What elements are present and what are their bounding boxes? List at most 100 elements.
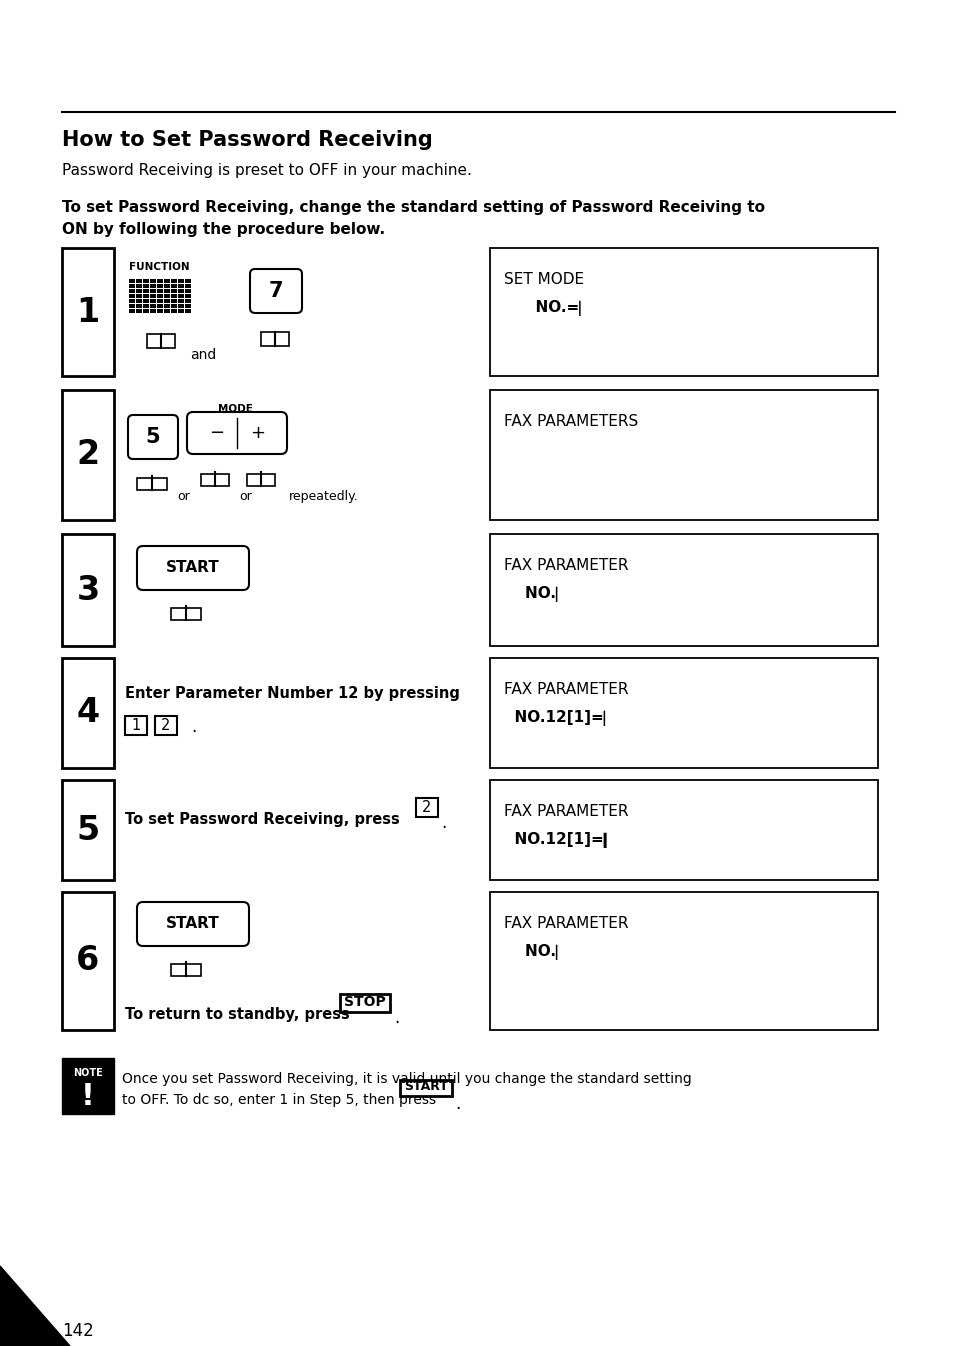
Bar — [178, 310, 184, 314]
Bar — [157, 279, 163, 283]
Bar — [178, 304, 184, 308]
Text: 4: 4 — [76, 696, 99, 730]
Bar — [143, 310, 149, 314]
Bar — [416, 798, 437, 817]
Bar — [150, 284, 156, 288]
Bar — [171, 279, 177, 283]
Bar — [261, 332, 289, 346]
Bar — [490, 892, 877, 1030]
Bar — [178, 279, 184, 283]
Text: +: + — [250, 424, 265, 441]
Text: 2: 2 — [76, 439, 99, 471]
Bar — [62, 390, 113, 520]
Text: NO.12[1]=▏: NO.12[1]=▏ — [503, 709, 615, 725]
Bar — [247, 474, 274, 486]
Bar — [62, 658, 113, 769]
Text: 142: 142 — [62, 1322, 93, 1341]
Polygon shape — [0, 1267, 70, 1346]
Text: START: START — [166, 560, 219, 576]
Text: START: START — [404, 1081, 448, 1093]
Text: STOP: STOP — [344, 995, 385, 1010]
Text: NO.▏: NO.▏ — [503, 586, 567, 602]
Text: FAX PARAMETER: FAX PARAMETER — [503, 559, 628, 573]
Bar — [171, 304, 177, 308]
FancyBboxPatch shape — [128, 415, 178, 459]
Bar — [185, 293, 191, 297]
Bar — [136, 293, 142, 297]
FancyBboxPatch shape — [137, 902, 249, 946]
Text: −: − — [209, 424, 224, 441]
Text: to OFF. To dc so, enter 1 in Step 5, then press: to OFF. To dc so, enter 1 in Step 5, the… — [122, 1093, 436, 1106]
Bar — [490, 779, 877, 880]
Bar — [150, 299, 156, 303]
Text: ON by following the procedure below.: ON by following the procedure below. — [62, 222, 385, 237]
Text: .: . — [394, 1010, 399, 1027]
Text: START: START — [166, 917, 219, 931]
Bar — [62, 779, 113, 880]
Text: 5: 5 — [146, 427, 160, 447]
Text: !: ! — [81, 1082, 95, 1110]
Bar — [178, 293, 184, 297]
Bar — [164, 299, 170, 303]
Bar — [150, 310, 156, 314]
Bar — [125, 716, 147, 735]
Bar — [150, 293, 156, 297]
Bar — [171, 293, 177, 297]
Bar — [490, 658, 877, 769]
Bar — [136, 304, 142, 308]
Bar — [143, 299, 149, 303]
Bar — [171, 284, 177, 288]
Bar — [136, 289, 142, 293]
Text: 6: 6 — [76, 945, 99, 977]
Text: or: or — [239, 490, 252, 503]
Text: and: and — [190, 349, 216, 362]
Bar — [164, 284, 170, 288]
Bar — [157, 293, 163, 297]
Text: Password Receiving is preset to OFF in your machine.: Password Receiving is preset to OFF in y… — [62, 163, 472, 178]
Bar — [147, 334, 174, 349]
Bar — [185, 279, 191, 283]
Bar — [136, 279, 142, 283]
Bar — [62, 534, 113, 646]
Bar — [490, 534, 877, 646]
Bar — [157, 284, 163, 288]
Bar — [164, 310, 170, 314]
Text: How to Set Password Receiving: How to Set Password Receiving — [62, 131, 433, 149]
Bar — [62, 248, 113, 376]
Bar — [136, 310, 142, 314]
Bar — [143, 284, 149, 288]
Bar — [164, 279, 170, 283]
Bar — [129, 310, 135, 314]
Bar — [185, 289, 191, 293]
Bar — [164, 293, 170, 297]
Text: NO.=▏: NO.=▏ — [503, 300, 590, 316]
Text: MODE: MODE — [217, 404, 253, 415]
FancyBboxPatch shape — [187, 412, 287, 454]
Text: Enter Parameter Number 12 by pressing: Enter Parameter Number 12 by pressing — [125, 686, 459, 701]
Text: or: or — [177, 490, 190, 503]
Text: NO.12[1]=▎: NO.12[1]=▎ — [503, 832, 615, 848]
Text: FAX PARAMETER: FAX PARAMETER — [503, 682, 628, 697]
Bar — [136, 284, 142, 288]
Bar — [150, 279, 156, 283]
Bar — [129, 289, 135, 293]
Bar — [62, 1058, 113, 1114]
Bar — [62, 892, 113, 1030]
Bar — [201, 474, 229, 486]
Bar — [129, 284, 135, 288]
Text: NOTE: NOTE — [73, 1067, 103, 1078]
Bar — [143, 279, 149, 283]
Bar — [143, 289, 149, 293]
Text: To set Password Receiving, change the standard setting of Password Receiving to: To set Password Receiving, change the st… — [62, 201, 764, 215]
Bar — [150, 304, 156, 308]
Text: To return to standby, press: To return to standby, press — [125, 1007, 350, 1022]
Bar — [178, 284, 184, 288]
Bar — [171, 310, 177, 314]
Text: FAX PARAMETER: FAX PARAMETER — [503, 917, 628, 931]
Bar — [339, 993, 390, 1012]
Bar — [171, 964, 201, 976]
Text: SET MODE: SET MODE — [503, 272, 583, 287]
Bar — [185, 299, 191, 303]
Bar — [154, 716, 177, 735]
Text: Once you set Password Receiving, it is valid until you change the standard setti: Once you set Password Receiving, it is v… — [122, 1071, 691, 1086]
